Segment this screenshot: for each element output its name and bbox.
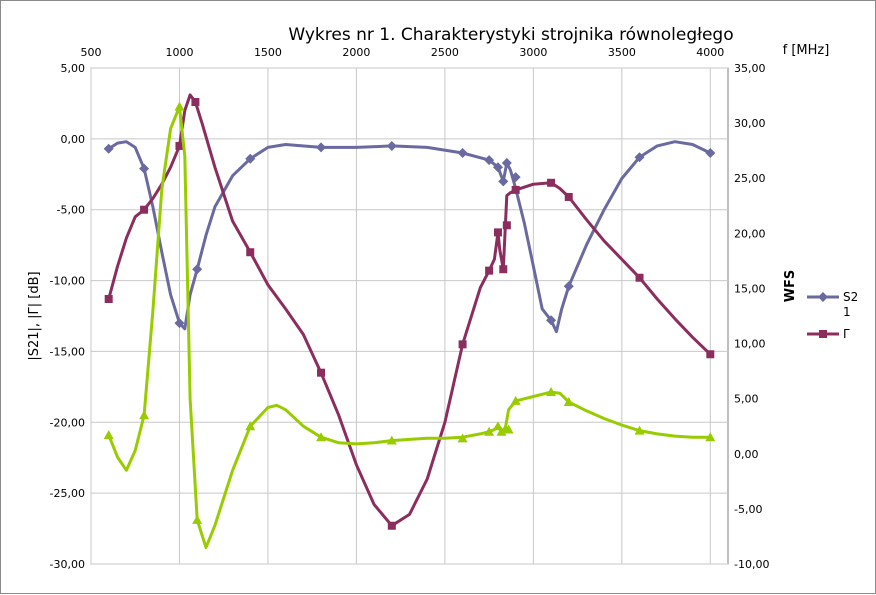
y-tick-label: -20,00 [50, 416, 85, 429]
series-1-point [103, 143, 114, 154]
series-2-point [485, 266, 494, 275]
series-1-point [139, 163, 150, 174]
y2-tick-label: -10,00 [734, 558, 769, 571]
series-2-point [140, 205, 149, 214]
series-3-point [103, 430, 114, 440]
x-tick-label: 1500 [254, 46, 282, 59]
series-2-point [104, 294, 113, 303]
series-2-point [246, 248, 255, 257]
series-2-point [458, 340, 467, 349]
y2-tick-label: 20,00 [734, 227, 766, 240]
legend: S2 1 Γ [807, 290, 858, 341]
series-2-point [502, 221, 511, 230]
legend-label-s21-line2: 1 [843, 305, 851, 319]
y-axis-title: |S21|, |Γ| [dB] [27, 271, 42, 360]
series-3-point [316, 432, 327, 442]
y-tick-label: -30,00 [50, 558, 85, 571]
series-3-point [386, 435, 397, 445]
y-tick-label: -10,00 [50, 275, 85, 288]
series-1-point [546, 315, 557, 326]
y2-tick-label: 10,00 [734, 338, 766, 351]
series-2-point [317, 368, 326, 377]
series-1-point [501, 157, 512, 168]
series-1-point [174, 318, 185, 329]
series-1-point [705, 148, 716, 159]
series-1-point [192, 264, 203, 275]
series-3-point [192, 514, 203, 524]
series-2-point [511, 185, 520, 194]
series-1-point [563, 281, 574, 292]
series-3-point [245, 421, 256, 431]
series-2-point [493, 228, 502, 237]
x-tick-label: 2500 [431, 46, 459, 59]
legend-label-s21-line1: S2 [843, 290, 858, 304]
y-tick-label: -5,00 [57, 204, 85, 217]
series-3-point [484, 426, 495, 436]
series-3-point [457, 433, 468, 443]
y2-axis-title: WFS [783, 270, 798, 303]
series-3-point [546, 387, 557, 397]
y2-tick-label: -5,00 [734, 503, 762, 516]
series-2-point [706, 350, 715, 359]
legend-marker-gamma [819, 330, 827, 338]
x-tick-label: 3000 [519, 46, 547, 59]
series-3-point [563, 396, 574, 406]
x-tick-label: 4000 [696, 46, 724, 59]
y-tick-label: -15,00 [50, 345, 85, 358]
y2-tick-label: 30,00 [734, 117, 766, 130]
legend-marker-s21 [818, 292, 828, 302]
series-1-point [457, 148, 468, 159]
series-1-point [316, 142, 327, 153]
x-tick-label: 1000 [165, 46, 193, 59]
series-3-point [174, 101, 185, 111]
y2-tick-label: 25,00 [734, 172, 766, 185]
series-2-point [635, 273, 644, 282]
series-2-point [499, 265, 508, 274]
series-1-point [510, 172, 521, 183]
series-3-point [705, 432, 716, 442]
legend-label-gamma: Γ [843, 327, 850, 341]
series-3-point [492, 421, 503, 431]
series-3-point [139, 410, 150, 420]
series-3-point [634, 425, 645, 435]
y-tick-label: 5,00 [61, 62, 86, 75]
y2-tick-label: 0,00 [734, 448, 759, 461]
series-1-point [484, 155, 495, 166]
series-1-point [634, 152, 645, 163]
series-2-point [547, 178, 556, 187]
chart-title: Wykres nr 1. Charakterystyki strojnika r… [288, 25, 733, 45]
x-tick-label: 2000 [342, 46, 370, 59]
series-1-point [498, 176, 509, 187]
y2-tick-label: 35,00 [734, 62, 766, 75]
series-2-point [387, 521, 396, 530]
y2-tick-label: 15,00 [734, 282, 766, 295]
series-1-point [492, 162, 503, 173]
x-tick-label: 3500 [608, 46, 636, 59]
x-axis-title: f [MHz] [783, 43, 830, 58]
series-1-line [107, 140, 712, 334]
series-1-point [245, 153, 256, 164]
series-2-point [175, 141, 184, 150]
y-tick-label: 0,00 [61, 133, 86, 146]
y2-tick-label: 5,00 [734, 393, 759, 406]
x-tick-label: 500 [81, 46, 102, 59]
y-tick-label: -25,00 [50, 487, 85, 500]
series-1-point [386, 140, 397, 151]
series-2-point [191, 98, 200, 107]
series-3-point [503, 424, 514, 434]
series-2-point [564, 192, 573, 201]
series-3-point [510, 395, 521, 405]
